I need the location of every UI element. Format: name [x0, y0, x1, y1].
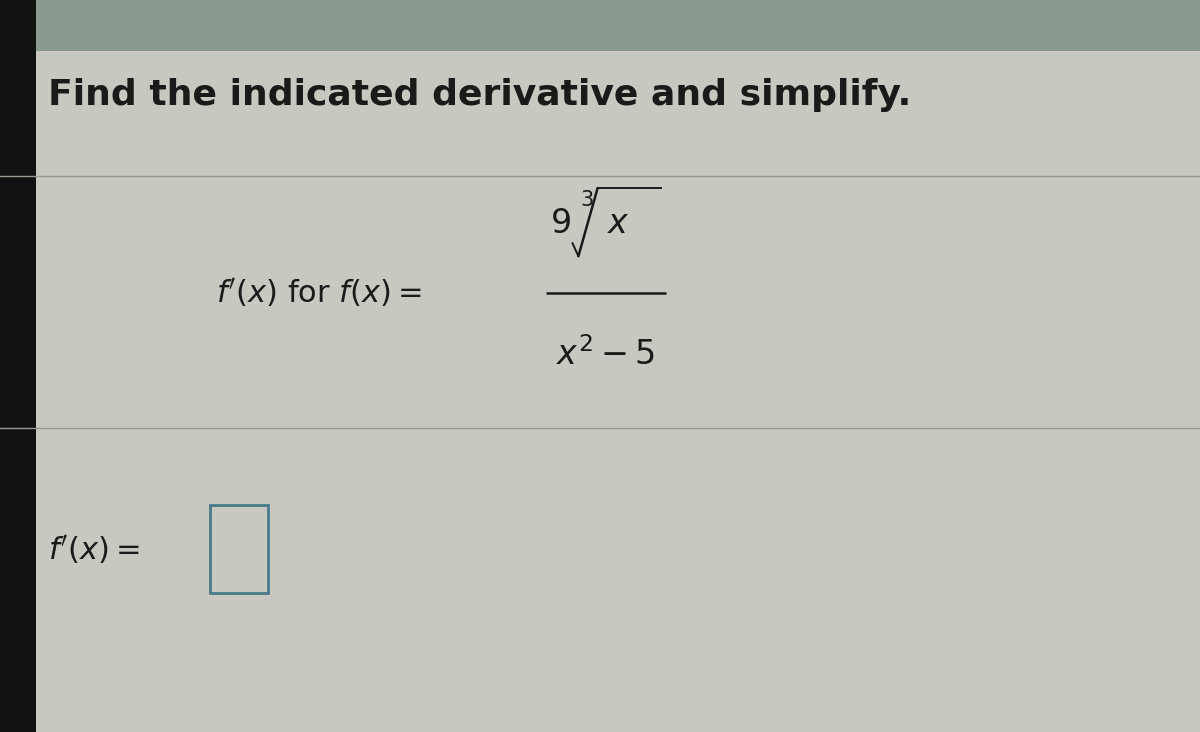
Text: $9$: $9$: [550, 206, 570, 240]
Text: $3$: $3$: [580, 190, 593, 210]
FancyBboxPatch shape: [0, 0, 1200, 51]
Text: $x$: $x$: [607, 206, 630, 240]
FancyBboxPatch shape: [210, 505, 268, 593]
Text: Find the indicated derivative and simplify.: Find the indicated derivative and simpli…: [48, 78, 911, 112]
Text: $f'(x)$ for $f(x) =$: $f'(x)$ for $f(x) =$: [216, 276, 421, 310]
FancyBboxPatch shape: [0, 0, 36, 732]
Text: $x^2 - 5$: $x^2 - 5$: [557, 337, 655, 373]
Text: $f'(x) =$: $f'(x) =$: [48, 532, 140, 566]
